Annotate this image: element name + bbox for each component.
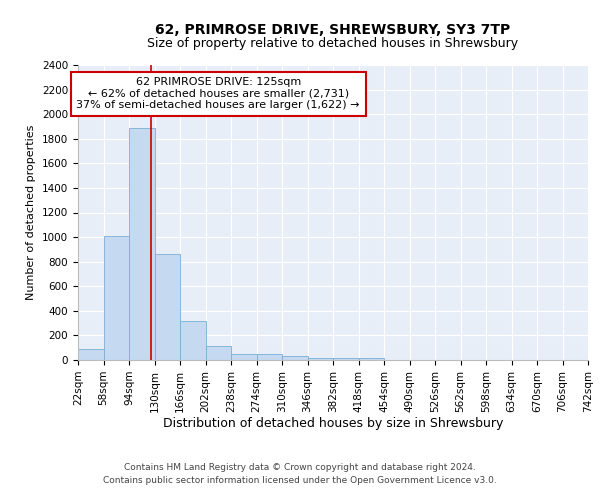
X-axis label: Distribution of detached houses by size in Shrewsbury: Distribution of detached houses by size … bbox=[163, 418, 503, 430]
Bar bbox=[155, 254, 180, 360]
Bar bbox=[231, 354, 257, 360]
Bar bbox=[308, 358, 333, 360]
Bar bbox=[282, 356, 308, 360]
Y-axis label: Number of detached properties: Number of detached properties bbox=[26, 125, 37, 300]
Bar bbox=[129, 128, 155, 360]
Bar bbox=[333, 358, 359, 360]
Bar bbox=[205, 346, 231, 360]
Bar bbox=[257, 354, 282, 360]
Bar bbox=[359, 358, 384, 360]
Text: 62 PRIMROSE DRIVE: 125sqm
← 62% of detached houses are smaller (2,731)
37% of se: 62 PRIMROSE DRIVE: 125sqm ← 62% of detac… bbox=[77, 78, 360, 110]
Bar bbox=[78, 349, 104, 360]
Text: 62, PRIMROSE DRIVE, SHREWSBURY, SY3 7TP: 62, PRIMROSE DRIVE, SHREWSBURY, SY3 7TP bbox=[155, 22, 511, 36]
Text: Contains public sector information licensed under the Open Government Licence v3: Contains public sector information licen… bbox=[103, 476, 497, 485]
Bar bbox=[104, 236, 129, 360]
Bar bbox=[180, 320, 205, 360]
Text: Size of property relative to detached houses in Shrewsbury: Size of property relative to detached ho… bbox=[148, 38, 518, 51]
Text: Contains HM Land Registry data © Crown copyright and database right 2024.: Contains HM Land Registry data © Crown c… bbox=[124, 464, 476, 472]
